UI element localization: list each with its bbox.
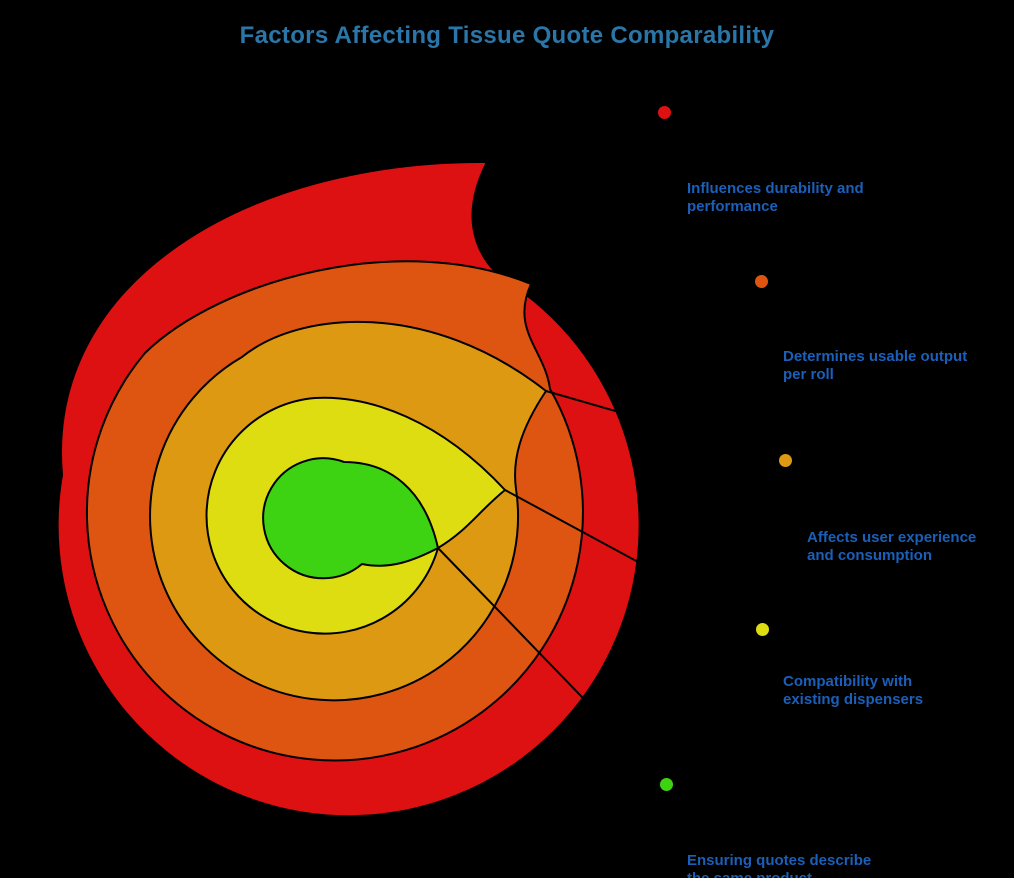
ring-label-text: Ensuring quotes describe the same produc… (687, 851, 872, 878)
ring-label-3: Affects user experience and consumption (807, 510, 976, 566)
ring-label-5: Ensuring quotes describe the same produc… (687, 833, 871, 878)
ring-shape-5 (262, 457, 439, 580)
legend-dot-3 (779, 454, 792, 467)
ring-label-text: Influences durability and performance (687, 179, 864, 216)
leader-line-2 (530, 280, 762, 285)
leader-line-5 (437, 547, 667, 785)
ring-label-text: Affects user experience and consumption (807, 528, 977, 565)
legend-dot-4 (756, 623, 769, 636)
leader-line-1 (486, 111, 665, 163)
leader-line-4 (504, 489, 763, 630)
ring-label-2: Determines usable output per roll (783, 329, 967, 385)
ring-label-text: Determines usable output per roll (783, 347, 968, 384)
diagram-title: Factors Affecting Tissue Quote Comparabi… (239, 22, 775, 49)
legend-dot-5 (660, 778, 673, 791)
legend-dot-2 (755, 275, 768, 288)
leader-line-3 (545, 390, 786, 461)
ring-label-text: Compatibility with existing dispensers (783, 672, 924, 709)
legend-dot-1 (658, 106, 671, 119)
ring-label-1: Influences durability and performance (687, 161, 864, 217)
ring-label-4: Compatibility with existing dispensers (783, 654, 923, 710)
